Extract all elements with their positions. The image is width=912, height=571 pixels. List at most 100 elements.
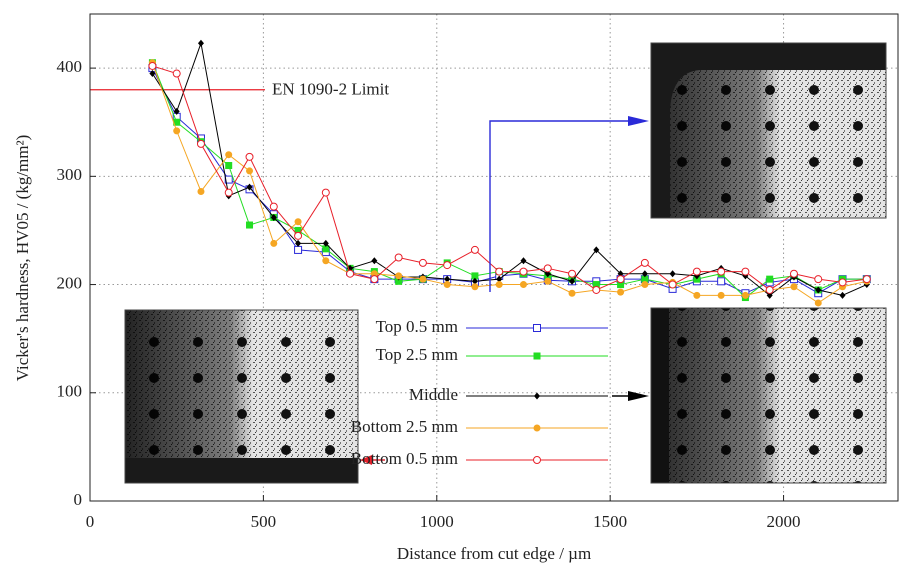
marker — [225, 162, 233, 170]
marker — [443, 261, 452, 270]
marker — [418, 258, 427, 267]
y-tick-label: 200 — [57, 273, 83, 292]
marker — [196, 139, 205, 148]
marker — [766, 275, 774, 283]
marker — [544, 277, 552, 285]
marker — [270, 213, 277, 221]
legend-label: Middle — [409, 385, 458, 404]
marker — [471, 283, 479, 291]
series-line — [152, 65, 867, 291]
marker — [394, 253, 403, 262]
marker — [294, 218, 302, 226]
marker — [789, 269, 798, 278]
series-line — [151, 67, 867, 294]
marker — [592, 285, 601, 294]
marker — [814, 299, 822, 307]
marker — [815, 286, 822, 294]
marker — [669, 270, 676, 278]
marker — [593, 246, 600, 254]
marker — [321, 188, 330, 197]
marker — [370, 275, 379, 284]
marker — [495, 267, 504, 276]
marker — [496, 275, 503, 283]
marker — [444, 275, 451, 283]
marker — [294, 226, 302, 234]
x-tick-label: 1500 — [593, 512, 627, 531]
marker — [741, 291, 749, 299]
marker — [270, 239, 278, 247]
marker — [617, 288, 625, 296]
marker — [246, 183, 253, 191]
legend-label: Top 0.5 mm — [376, 317, 458, 336]
marker — [534, 392, 540, 400]
marker — [640, 258, 649, 267]
marker — [197, 187, 205, 195]
marker — [470, 245, 479, 254]
series-line — [152, 41, 867, 297]
marker — [668, 280, 677, 289]
marker — [717, 291, 725, 299]
y-tick-label: 0 — [74, 490, 83, 509]
plot-area: 0 500 1000 1500 2000 0 100 200 300 400 EN 1090-2 L… — [57, 14, 898, 531]
inset-top-right — [650, 42, 887, 219]
marker — [533, 324, 541, 332]
marker — [617, 281, 625, 289]
marker — [246, 167, 254, 175]
x-tick-label: 2000 — [767, 512, 801, 531]
marker — [641, 281, 649, 289]
arrows — [360, 116, 649, 465]
marker — [172, 69, 181, 78]
marker — [370, 270, 378, 278]
y-tick-label: 400 — [57, 57, 83, 76]
marker — [395, 277, 403, 285]
x-tick-label: 500 — [251, 512, 277, 531]
marker — [533, 424, 541, 432]
legend-label: Bottom 2.5 mm — [351, 417, 458, 436]
marker — [225, 151, 233, 159]
marker — [692, 267, 701, 276]
marker — [520, 257, 527, 265]
x-tick-label: 0 — [86, 512, 95, 531]
marker — [790, 283, 798, 291]
marker — [346, 269, 355, 278]
marker — [148, 61, 157, 70]
inset-bottom-left — [124, 309, 359, 484]
marker — [592, 281, 600, 289]
marker — [717, 267, 726, 276]
marker — [814, 275, 823, 284]
marker — [173, 107, 180, 115]
y-tick-label: 100 — [57, 382, 83, 401]
legend-label: Bottom 0.5 mm — [351, 449, 458, 468]
reference-label: EN 1090-2 Limit — [272, 80, 389, 99]
plot-frame — [89, 13, 899, 502]
marker — [717, 277, 726, 286]
marker — [443, 281, 451, 289]
marker — [693, 291, 701, 299]
marker — [294, 245, 303, 254]
marker — [197, 39, 204, 47]
marker — [839, 291, 846, 299]
y-tick-label: 300 — [57, 165, 83, 184]
marker — [173, 127, 181, 135]
marker — [224, 175, 233, 184]
marker — [568, 269, 577, 278]
marker — [543, 264, 552, 273]
marker — [495, 281, 503, 289]
marker — [838, 278, 847, 287]
marker — [471, 272, 479, 280]
marker — [569, 277, 576, 285]
marker — [269, 202, 278, 211]
marker — [322, 257, 330, 265]
legend-label: Top 2.5 mm — [376, 345, 458, 364]
marker — [371, 257, 378, 265]
marker — [641, 275, 649, 283]
series-line — [151, 62, 867, 304]
marker — [245, 152, 254, 161]
marker — [765, 285, 774, 294]
inset-bottom-right — [650, 307, 887, 484]
marker — [519, 281, 527, 289]
marker — [533, 352, 541, 360]
marker — [322, 245, 330, 253]
